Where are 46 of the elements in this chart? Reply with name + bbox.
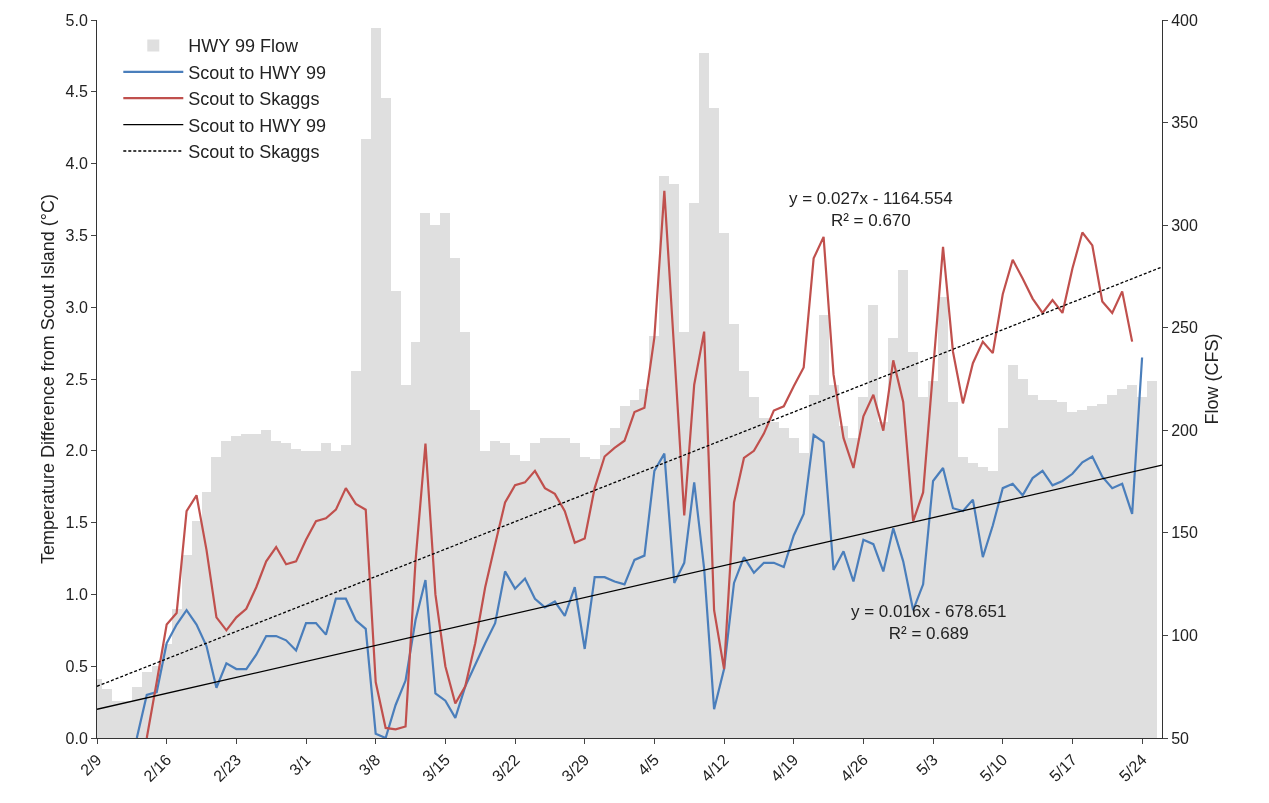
y-tick-label: 2.5	[65, 370, 88, 388]
y-tick-label: 1.0	[65, 586, 88, 603]
y2-tick-label: 350	[1171, 114, 1198, 132]
x-tick-label: 3/29	[558, 750, 593, 785]
y2-tick-label: 200	[1171, 421, 1198, 439]
x-tick-label: 2/9	[77, 750, 105, 779]
x-tick-label: 4/26	[837, 750, 872, 785]
line-series	[145, 189, 1134, 738]
x-tick-label: 2/16	[140, 750, 175, 785]
y-tick-label: 4.0	[65, 155, 88, 173]
x-tick-label: 5/3	[913, 750, 941, 779]
x-tick-label: 2/23	[210, 750, 245, 785]
annotation: y = 0.016x - 678.651 R² = 0.689	[851, 602, 1007, 644]
y-tick-label: 5.0	[65, 11, 88, 29]
y-tick-label: 3.5	[65, 227, 88, 244]
y-tick-label: 0.5	[65, 657, 88, 675]
legend-label: Scout to HWY 99	[188, 62, 327, 83]
x-tick-label: 3/22	[488, 750, 523, 785]
x-tick-label: 5/17	[1046, 750, 1081, 785]
legend-label: HWY 99 Flow	[188, 36, 299, 57]
line-series	[135, 356, 1144, 738]
x-tick-label: 3/1	[286, 750, 314, 779]
x-tick-label: 3/15	[419, 750, 454, 785]
legend-label: Scout to Skaggs	[188, 142, 320, 162]
y-tick-label: 4.5	[65, 83, 88, 101]
x-tick-label: 4/12	[697, 750, 732, 785]
y-tick-label: 0.0	[65, 729, 88, 747]
y2-tick-label: 300	[1171, 216, 1198, 234]
y-tick-label: 3.0	[65, 298, 88, 316]
y-tick-label: 2.0	[65, 442, 88, 460]
y2-tick-label: 50	[1171, 729, 1190, 747]
y-axis-title: Temperature Difference from Scout Island (°C)	[37, 193, 58, 565]
annotation: y = 0.027x - 1164.554 R² = 0.670	[789, 189, 953, 231]
x-tick-label: 5/24	[1115, 750, 1150, 785]
legend-label: Scout to Skaggs	[188, 89, 320, 110]
y2-tick-label: 400	[1171, 11, 1198, 29]
legend-label: Scout to HWY 99	[188, 115, 327, 136]
y-tick-label: 1.5	[65, 514, 88, 532]
y2-tick-label: 250	[1171, 319, 1198, 337]
x-tick-label: 3/8	[355, 750, 384, 779]
y2-tick-label: 100	[1171, 627, 1198, 645]
x-tick-label: 4/19	[767, 750, 802, 785]
y2-axis-title: Flow (CFS)	[1202, 333, 1223, 425]
y2-tick-label: 150	[1171, 524, 1198, 542]
x-tick-label: 4/5	[634, 750, 663, 779]
x-tick-label: 5/10	[976, 750, 1011, 785]
